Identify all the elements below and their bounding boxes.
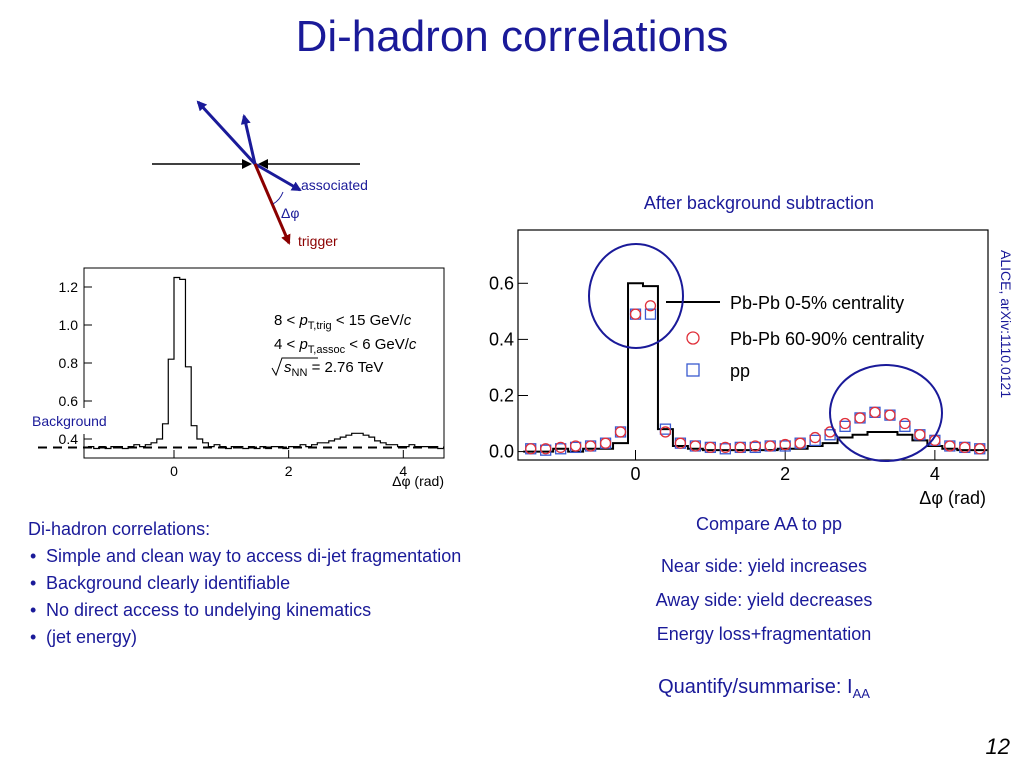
peripheral-marker — [764, 440, 776, 452]
delta-phi-label: Δφ — [281, 205, 299, 221]
peripheral-marker — [629, 308, 642, 320]
quantify-subscript: AA — [852, 686, 870, 701]
peripheral-marker — [839, 417, 851, 430]
raw-x-tick-label: 0 — [170, 463, 178, 479]
quantify-main: Quantify/summarise: I — [658, 676, 853, 698]
compare-caption: Compare AA to pp — [695, 514, 843, 534]
pp-marker — [899, 420, 911, 432]
bullet-item: (jet energy) — [28, 624, 468, 651]
slide-title: Di-hadron correlations — [295, 12, 729, 61]
subtracted-x-tick-label: 2 — [780, 464, 790, 484]
legend-square-marker — [686, 363, 700, 377]
near-side-highlight-circle — [588, 243, 684, 349]
peripheral-marker — [569, 440, 582, 452]
svg-text:8 < pT,trig < 15 GeV/c: 8 < pT,trig < 15 GeV/c — [274, 312, 412, 332]
bullet-item: No direct access to undelying kinematics — [28, 597, 468, 624]
peripheral-marker — [809, 431, 821, 444]
raw-histogram — [88, 276, 444, 450]
raw-chart-frame — [83, 267, 445, 459]
peripheral-marker — [525, 443, 537, 455]
peripheral-marker — [599, 437, 612, 449]
peripheral-marker — [899, 417, 911, 430]
raw-y-tick-label: 0.8 — [59, 355, 79, 371]
reference-text: ALICE, arXiv:1110.0121 — [998, 250, 1014, 399]
delta-phi-arc — [272, 191, 284, 205]
legend-label: Pb-Pb 0-5% centrality — [730, 293, 904, 313]
peripheral-marker — [659, 426, 672, 438]
raw-x-tick-label: 4 — [399, 463, 407, 479]
background-label: Background — [32, 413, 107, 429]
bullet-item: Background clearly identifiable — [28, 570, 468, 597]
peripheral-marker — [704, 441, 716, 454]
peripheral-marker — [555, 441, 567, 454]
peripheral-marker — [854, 412, 866, 424]
peripheral-marker — [884, 409, 896, 421]
after-subtraction-caption: After background subtraction — [643, 193, 875, 213]
energy-loss-caption: Energy loss+fragmentation — [656, 624, 872, 644]
svg-text:sNN = 2.76 TeV: sNN = 2.76 TeV — [284, 359, 383, 379]
raw-y-tick-label: 1.0 — [59, 317, 79, 333]
subtracted-chart-frame — [517, 229, 989, 461]
subtracted-x-tick-label: 4 — [930, 464, 940, 484]
peripheral-marker — [540, 443, 552, 455]
raw-y-tick-label: 0.6 — [59, 393, 79, 409]
subtracted-y-tick-label: 0.0 — [489, 442, 514, 462]
raw-correlation-chart: 0 2 4 0.4 0.6 0.8 1.0 1.2 Δφ (rad) 8 < pT,trig … — [28, 267, 445, 489]
svg-text:4 < pT,assoc < 6 GeV/c: 4 < pT,assoc < 6 GeV/c — [274, 336, 417, 356]
associated-arrow-2 — [240, 114, 257, 165]
peripheral-marker — [794, 437, 806, 449]
peripheral-marker — [584, 440, 597, 452]
subtracted-y-tick-label: 0.6 — [489, 273, 514, 293]
trigger-associated-diagram: associated Δφ trigger — [152, 100, 368, 249]
subtracted-correlation-chart: 0 2 4 0.0 0.2 0.4 0.6 Pb-Pb 0-5% centrality Pb-… — [489, 229, 989, 508]
reference-container: ALICE, arXiv:1110.0121 — [994, 250, 1014, 460]
peripheral-marker — [644, 300, 657, 312]
legend-circle-marker — [686, 331, 700, 345]
raw-x-tick-label: 2 — [285, 463, 293, 479]
peripheral-marker — [749, 440, 761, 452]
page-number: 12 — [985, 734, 1010, 759]
bullets-heading: Di-hadron correlations: — [28, 519, 211, 539]
pp-marker — [809, 434, 821, 447]
peripheral-marker — [914, 429, 926, 441]
subtracted-y-tick-label: 0.4 — [489, 329, 514, 349]
raw-y-tick-label: 1.2 — [59, 279, 79, 295]
associated-arrow-1 — [196, 100, 257, 166]
cuts-annotation: 8 < pT,trig < 15 GeV/c 4 < pT,assoc < 6 … — [271, 312, 417, 379]
peripheral-marker — [944, 440, 956, 452]
quantify-caption: Quantify/summarise: IAA — [604, 676, 924, 701]
legend-label: pp — [730, 361, 750, 381]
peripheral-marker — [689, 440, 702, 452]
away-side-highlight-circle — [829, 364, 943, 462]
peripheral-marker — [959, 441, 971, 454]
away-side-caption: Away side: yield decreases — [655, 590, 873, 610]
peripheral-marker — [734, 441, 746, 454]
subtracted-y-tick-label: 0.2 — [489, 385, 514, 405]
trigger-label: trigger — [298, 233, 338, 249]
background-label-box — [28, 408, 112, 434]
peripheral-marker — [869, 406, 881, 418]
peripheral-marker — [974, 443, 986, 455]
peripheral-marker — [674, 437, 687, 449]
bullet-list: Simple and clean way to access di-jet fr… — [28, 543, 468, 651]
associated-arrow-3 — [254, 162, 302, 192]
near-side-caption: Near side: yield increases — [660, 556, 868, 576]
raw-y-tick-label: 0.4 — [59, 431, 79, 447]
pp-marker — [839, 420, 851, 432]
trigger-arrow — [253, 163, 291, 245]
bullet-block: Di-hadron correlations: Simple and clean… — [28, 516, 468, 651]
subtracted-x-tick-label: 0 — [630, 464, 640, 484]
peripheral-marker — [614, 426, 627, 438]
peripheral-marker — [719, 441, 731, 454]
associated-label: associated — [301, 177, 368, 193]
legend-label: Pb-Pb 60-90% centrality — [730, 329, 924, 349]
subtracted-x-axis-label: Δφ (rad) — [919, 488, 986, 508]
raw-x-axis-label: Δφ (rad) — [392, 473, 444, 489]
pp-marker — [659, 423, 672, 435]
pp-marker — [644, 308, 657, 320]
bullet-item: Simple and clean way to access di-jet fr… — [28, 543, 468, 570]
peripheral-marker — [779, 438, 791, 451]
